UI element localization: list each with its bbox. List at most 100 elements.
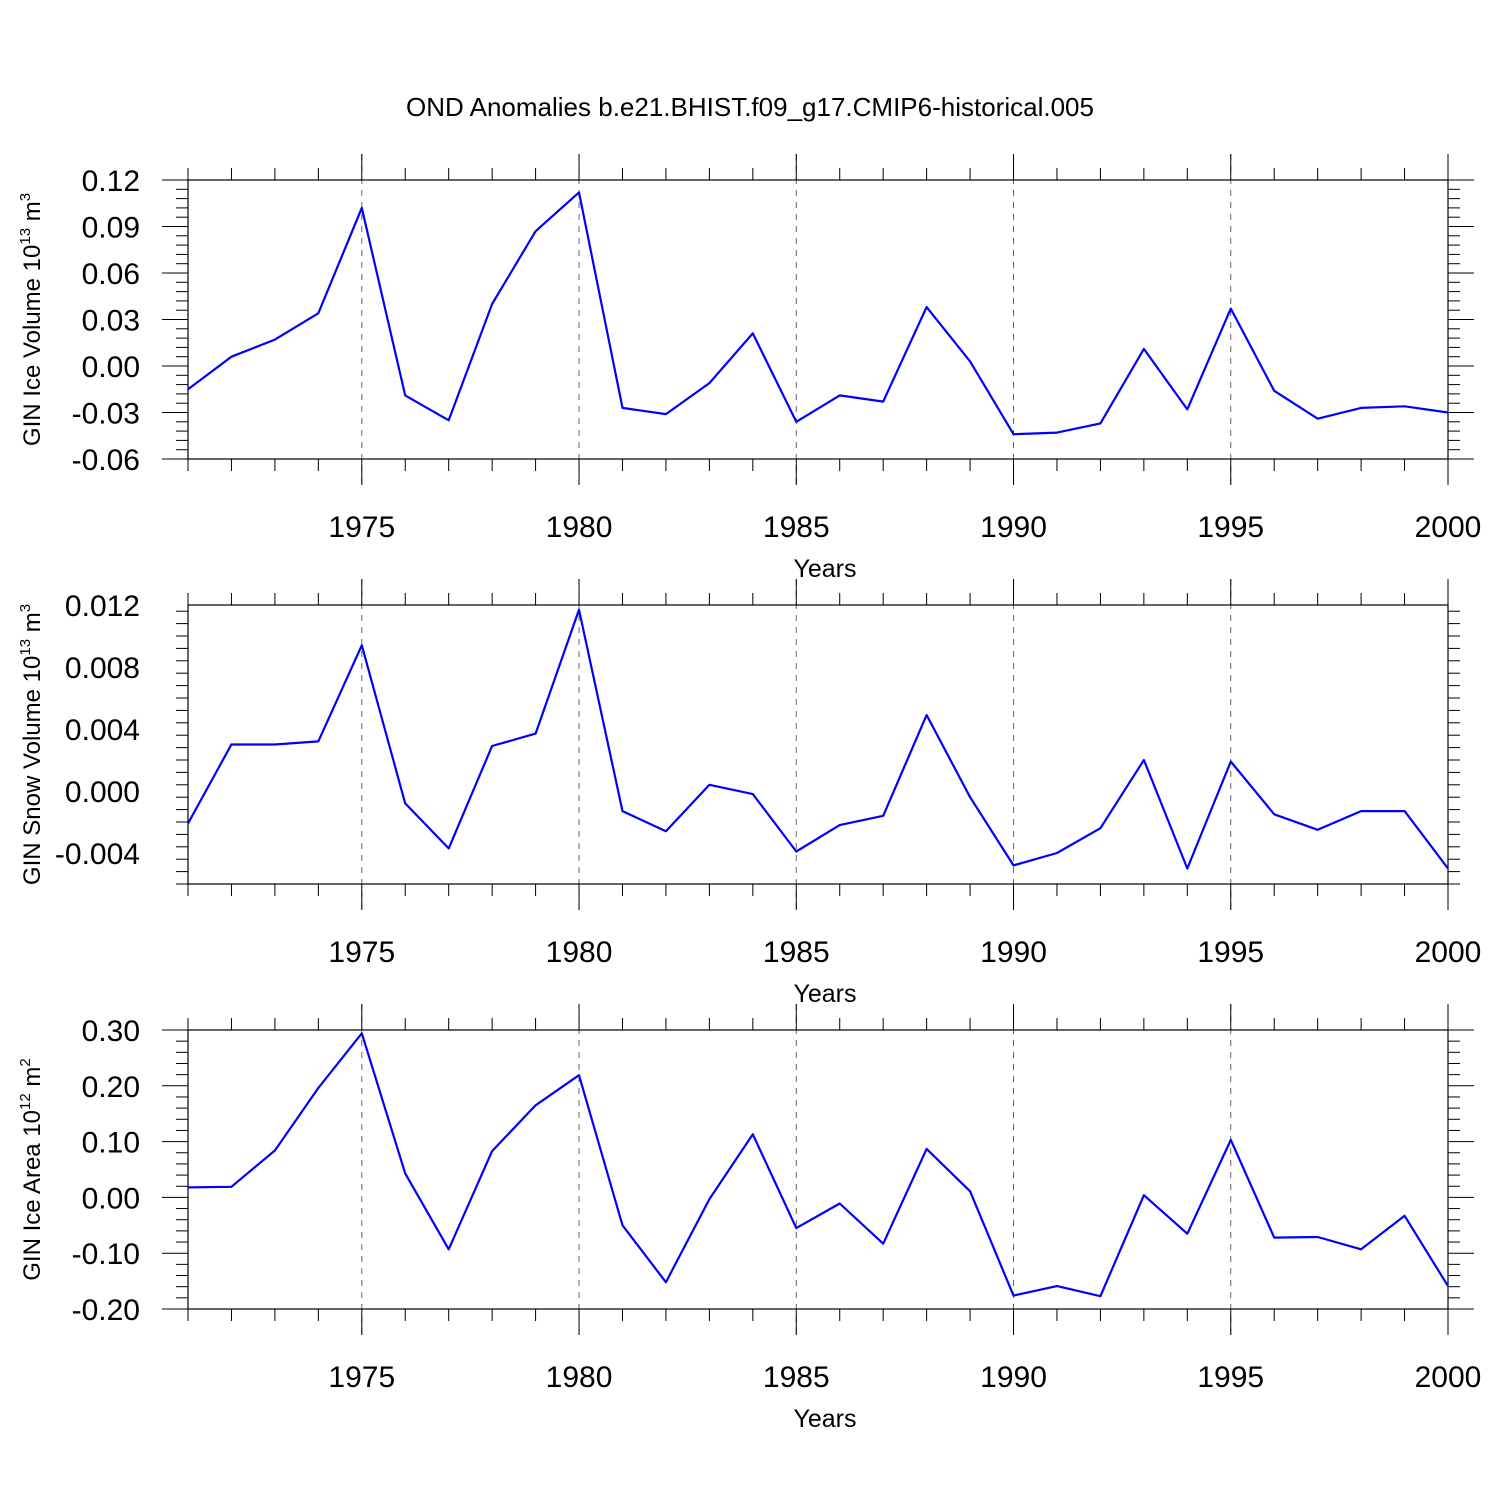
data-point [1055, 851, 1059, 855]
data-point [1185, 407, 1189, 411]
x-tick-label: 1980 [546, 936, 613, 969]
data-point [1055, 431, 1059, 435]
data-point [707, 783, 711, 787]
data-point [664, 1280, 668, 1284]
data-point [707, 1197, 711, 1201]
y-axis-title: GIN Ice Area 1012 m2 [17, 1058, 46, 1280]
x-tick-label: 2000 [1415, 511, 1482, 544]
data-point [534, 732, 538, 736]
data-point [1403, 404, 1407, 408]
x-axis-title: Years [793, 1405, 856, 1433]
y-tick-label: 0.03 [82, 305, 140, 338]
data-point [403, 1171, 407, 1175]
y-axis-title-exponent: 12 [17, 1093, 34, 1110]
data-point [360, 1031, 364, 1035]
y-tick-label: 0.09 [82, 212, 140, 245]
y-tick-label: -0.03 [72, 398, 140, 431]
data-point [1012, 1294, 1016, 1298]
data-point [1142, 758, 1146, 762]
y-axis-title-unit: m [19, 1067, 46, 1094]
data-point [534, 229, 538, 233]
y-axis-title-text: GIN Ice Volume 10 [19, 245, 46, 446]
data-point [1055, 1284, 1059, 1288]
data-point [1229, 307, 1233, 311]
y-tick-label: -0.20 [72, 1294, 140, 1327]
data-point [1446, 1284, 1450, 1288]
y-axis-title-unit: m [19, 201, 46, 228]
data-point [968, 1189, 972, 1193]
data-point [968, 795, 972, 799]
panel-3: -0.20 -0.10 0.00 0.10 0.20 0.30 1975 1980 1985 19… [17, 1004, 1481, 1433]
y-axis-title-text: GIN Snow Volume 10 [19, 656, 46, 885]
data-point [1098, 421, 1102, 425]
data-point [751, 331, 755, 335]
panel-2: -0.004 0.000 0.004 0.008 0.012 1975 1980 1985 19… [17, 579, 1481, 1008]
data-point [577, 1073, 581, 1077]
data-point [490, 744, 494, 748]
data-point [620, 809, 624, 813]
x-tick-label: 1985 [763, 1361, 830, 1394]
data-point [534, 1103, 538, 1107]
data-point [229, 1185, 233, 1189]
data-point [881, 400, 885, 404]
data-point [751, 792, 755, 796]
series-line [187, 608, 1449, 870]
data-point [838, 1202, 842, 1206]
y-axis-title-unit-exponent: 2 [17, 1058, 34, 1066]
y-axis-title-text: GIN Ice Area 10 [19, 1110, 46, 1281]
data-point [1359, 809, 1363, 813]
y-axis-title: GIN Ice Volume 1013 m3 [17, 193, 46, 446]
panel-1: -0.06 -0.03 0.00 0.03 0.06 0.09 0.12 1975 1980 19… [17, 154, 1481, 583]
x-tick-label: 1975 [328, 1361, 395, 1394]
data-point [1316, 828, 1320, 832]
y-tick-label: -0.004 [55, 838, 140, 871]
data-point [1446, 867, 1450, 871]
y-axis-title-unit: m [19, 612, 46, 639]
x-tick-label: 2000 [1415, 936, 1482, 969]
y-tick-label: -0.06 [72, 444, 140, 477]
y-tick-label: 0.20 [82, 1071, 140, 1104]
data-point [1142, 347, 1146, 351]
data-point [794, 420, 798, 424]
data-point [925, 305, 929, 309]
y-tick-label: 0.00 [82, 351, 140, 384]
y-tick-label: 0.00 [82, 1182, 140, 1215]
y-tick-label: -0.10 [72, 1238, 140, 1271]
data-point [490, 1149, 494, 1153]
data-point [1185, 1232, 1189, 1236]
x-tick-label: 1975 [328, 511, 395, 544]
plot-frame [187, 1029, 1449, 1310]
data-point [1272, 812, 1276, 816]
data-point [664, 829, 668, 833]
y-axis-title-exponent: 13 [17, 639, 34, 656]
data-point [925, 1147, 929, 1151]
data-point [1185, 867, 1189, 871]
data-point [1012, 432, 1016, 436]
data-point [1229, 760, 1233, 764]
data-point [968, 359, 972, 363]
y-axis-title: GIN Snow Volume 1013 m3 [17, 604, 46, 885]
x-tick-label: 1990 [980, 511, 1047, 544]
data-point [620, 406, 624, 410]
x-axis-title: Years [793, 555, 856, 583]
x-tick-label: 1990 [980, 1361, 1047, 1394]
data-point [273, 1149, 277, 1153]
data-point [490, 302, 494, 306]
x-axis-title: Years [793, 980, 856, 1008]
data-point [838, 393, 842, 397]
data-point [1142, 1193, 1146, 1197]
data-point [1098, 1294, 1102, 1298]
data-point [1403, 1214, 1407, 1218]
data-point [1359, 1247, 1363, 1251]
data-point [360, 206, 364, 210]
y-tick-label: 0.06 [82, 258, 140, 291]
data-point [664, 412, 668, 416]
data-point [316, 1086, 320, 1090]
data-point [316, 739, 320, 743]
data-point [447, 846, 451, 850]
data-point [751, 1132, 755, 1136]
y-tick-label: 0.000 [65, 776, 140, 809]
data-point [1272, 389, 1276, 393]
data-point [1229, 1138, 1233, 1142]
